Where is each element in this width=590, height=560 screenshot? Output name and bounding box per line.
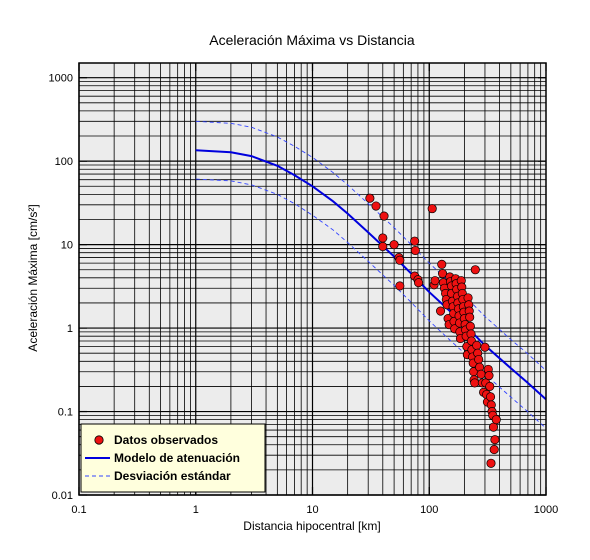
data-point (480, 342, 490, 352)
legend-label-std: Desviación estándar (114, 469, 231, 483)
std-upper-line (195, 120, 547, 371)
y-tick-label: 0.01 (52, 490, 73, 502)
data-point (485, 381, 495, 391)
data-point (436, 306, 446, 316)
y-tick-label: 100 (55, 156, 73, 168)
x-tick-label: 1 (193, 504, 199, 516)
data-point (485, 392, 496, 402)
data-point (489, 445, 499, 455)
data-point (379, 211, 389, 221)
x-tick-label: 10 (306, 504, 318, 516)
data-point (490, 435, 500, 445)
data-point (474, 354, 484, 365)
data-point (371, 201, 381, 211)
data-point (430, 276, 440, 286)
x-tick-label: 100 (420, 504, 438, 516)
data-point (465, 321, 475, 331)
legend-label-model: Modelo de atenuación (114, 451, 240, 465)
x-tick-label: 1000 (534, 504, 558, 516)
legend-label-observed: Datos observados (114, 433, 218, 447)
data-point (470, 265, 480, 275)
chart-title: Aceleración Máxima vs Distancia (209, 32, 415, 48)
legend: Datos observados Modelo de atenuación De… (80, 423, 266, 493)
data-point (389, 240, 399, 250)
data-point (378, 233, 388, 243)
data-point (472, 340, 482, 350)
data-point (395, 281, 405, 291)
data-point (486, 458, 496, 468)
x-tick-label: 0.1 (71, 504, 86, 516)
y-axis-label: Aceleración Máxima [cm/s²] (26, 204, 40, 351)
data-point (437, 259, 447, 269)
data-point (427, 204, 437, 214)
y-tick-label: 0.1 (58, 407, 73, 419)
y-tick-label: 10 (61, 240, 73, 252)
x-axis-label: Distancia hipocentral [km] (243, 519, 380, 533)
legend-box (80, 423, 266, 493)
grid-layer (78, 63, 546, 496)
y-tick-label: 1 (67, 323, 73, 335)
y-tick-label: 1000 (49, 73, 73, 85)
data-point (491, 415, 501, 425)
plot-frame (78, 62, 547, 496)
data-point (484, 370, 494, 381)
points-layer (365, 193, 501, 468)
data-point (465, 312, 475, 322)
data-point (437, 269, 448, 279)
data-point (488, 422, 499, 432)
data-point (410, 245, 420, 256)
data-point (414, 278, 424, 288)
legend-marker-observed (94, 435, 104, 445)
data-point (476, 369, 486, 379)
data-point (470, 378, 480, 388)
data-point (410, 236, 420, 246)
data-point (378, 241, 388, 252)
data-point (365, 193, 375, 203)
data-point (395, 255, 405, 265)
